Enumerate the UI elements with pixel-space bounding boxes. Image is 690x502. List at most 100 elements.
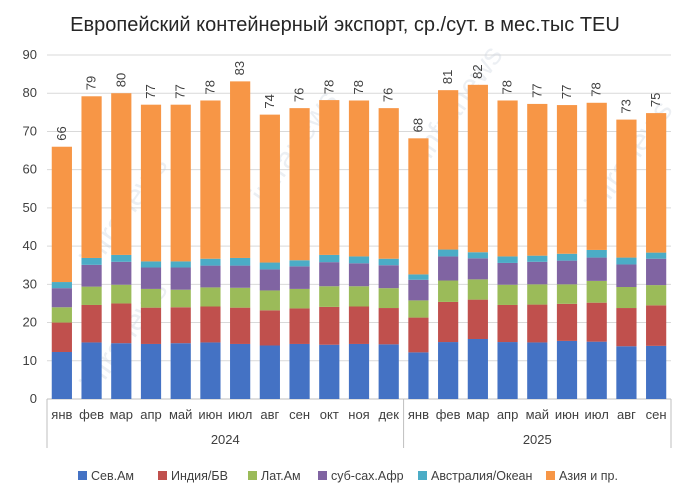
x-tick-label: апр: [497, 407, 519, 422]
y-tick-label: 30: [23, 276, 37, 291]
bar-segment: [467, 338, 488, 399]
bar-segment: [527, 304, 548, 343]
data-label: 77: [559, 85, 574, 99]
bar-segment: [140, 288, 162, 308]
bar-segment: [170, 104, 191, 262]
bar-segment: [111, 303, 132, 344]
x-group-label: 2025: [523, 432, 552, 447]
bar-segment: [348, 306, 370, 344]
data-label: 73: [618, 99, 633, 113]
bar-segment: [348, 256, 370, 264]
data-label: 76: [292, 88, 307, 102]
y-tick-label: 90: [23, 47, 37, 62]
bar-segment: [289, 308, 310, 344]
x-tick-label: фев: [79, 407, 104, 422]
legend-swatch: [158, 471, 167, 480]
bar-segment: [348, 343, 370, 399]
bar-segment: [527, 342, 548, 399]
bar-segment: [289, 108, 310, 261]
bar-segment: [646, 285, 667, 306]
bar-segment: [111, 261, 132, 285]
bar-segment: [556, 105, 578, 254]
bar-segment: [527, 103, 548, 256]
bar-segment: [616, 287, 637, 309]
chart-title: Европейский контейнерный экспорт, ср./су…: [70, 14, 620, 36]
bar-segment: [616, 257, 637, 265]
bar-segment: [200, 258, 221, 266]
data-label: 75: [648, 93, 663, 107]
data-label: 78: [321, 80, 336, 94]
legend-label: Индия/БВ: [171, 469, 228, 483]
legend-label: Лат.Ам: [261, 469, 301, 483]
bar-segment: [81, 264, 102, 287]
bar-segment: [438, 256, 459, 281]
legend-label: Сев.Ам: [91, 469, 134, 483]
data-label: 79: [84, 76, 99, 90]
bar-segment: [319, 262, 340, 287]
bar-segment: [51, 322, 72, 352]
bar-segment: [408, 274, 429, 280]
bar-segment: [200, 100, 221, 259]
bar-segment: [289, 288, 310, 309]
bar-segment: [230, 265, 251, 288]
bar-segment: [289, 266, 310, 289]
bar-segment: [497, 304, 518, 343]
data-label: 76: [381, 88, 396, 102]
y-tick-label: 40: [23, 238, 37, 253]
bar-segment: [467, 279, 488, 300]
bar-segment: [319, 286, 340, 307]
x-tick-label: июл: [228, 407, 252, 422]
x-tick-label: мар: [466, 407, 489, 422]
y-tick-label: 50: [23, 200, 37, 215]
data-label: 66: [54, 126, 69, 140]
x-tick-label: май: [169, 407, 192, 422]
data-label: 78: [500, 80, 515, 94]
bar-segment: [289, 343, 310, 399]
bar-segment: [319, 100, 340, 255]
bar-segment: [586, 341, 607, 399]
bar-segment: [170, 267, 191, 290]
bar-segment: [259, 114, 280, 263]
data-label: 81: [440, 70, 455, 84]
bar-segment: [111, 254, 132, 262]
bar-segment: [170, 289, 191, 308]
x-tick-label: июн: [198, 407, 222, 422]
bar-segment: [81, 257, 102, 265]
x-tick-label: авг: [617, 407, 636, 422]
y-tick-label: 20: [23, 315, 37, 330]
bar-segment: [170, 343, 191, 399]
bar-segment: [497, 284, 518, 305]
x-tick-label: май: [526, 407, 549, 422]
x-tick-label: июл: [585, 407, 609, 422]
bar-segment: [259, 269, 280, 291]
bar-segment: [348, 100, 370, 257]
bar-segment: [111, 93, 132, 255]
bar-segment: [467, 252, 488, 259]
bar-segment: [200, 287, 221, 307]
bar-segment: [289, 260, 310, 267]
bar-segment: [140, 261, 162, 268]
bar-segment: [438, 249, 459, 257]
bar-segment: [467, 84, 488, 253]
bar-segment: [408, 279, 429, 301]
data-label: 68: [410, 118, 425, 132]
bar-segment: [646, 252, 667, 259]
bar-segment: [616, 119, 637, 258]
data-label: 77: [143, 84, 158, 98]
bar-segment: [51, 288, 72, 308]
bar-segment: [408, 352, 429, 399]
bar-segment: [408, 317, 429, 353]
bar-segment: [586, 280, 607, 303]
bar-segment: [51, 282, 72, 289]
bar-segment: [81, 342, 102, 399]
bar-segment: [556, 253, 578, 261]
data-label: 77: [529, 83, 544, 97]
bar-segment: [140, 307, 162, 344]
bar-segment: [259, 262, 280, 270]
bar-segment: [497, 100, 518, 257]
bar-segment: [230, 343, 251, 399]
bar-segment: [616, 308, 637, 347]
bar-segment: [319, 254, 340, 263]
bar-segment: [586, 102, 607, 250]
